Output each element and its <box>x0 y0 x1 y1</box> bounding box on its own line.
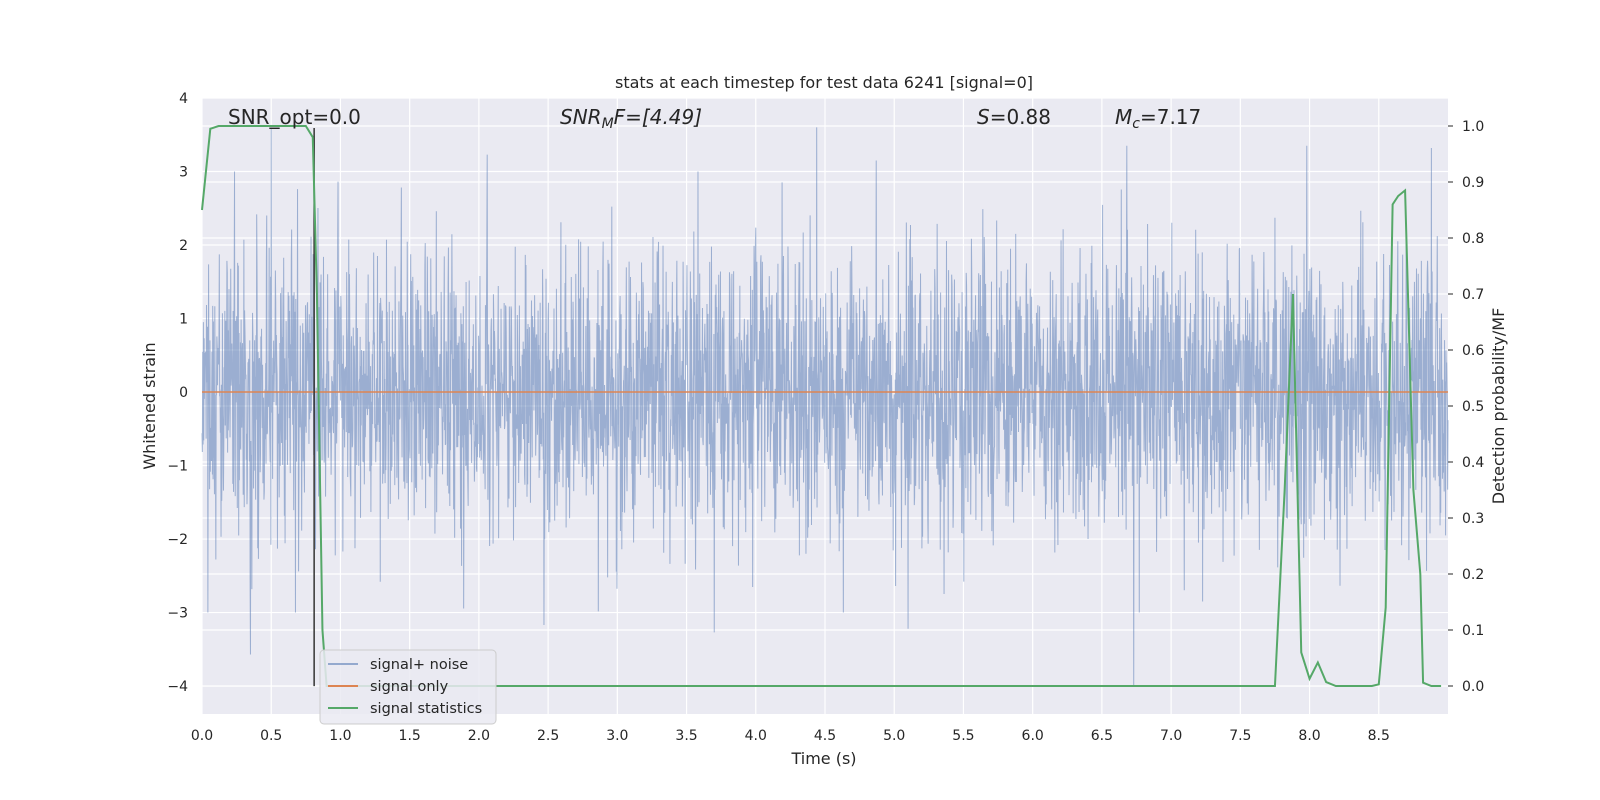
y-tick-label: 4 <box>179 91 188 107</box>
y-right-tick-label: 0.0 <box>1462 679 1484 695</box>
x-tick-label: 0.5 <box>260 728 282 744</box>
x-tick-label: 8.5 <box>1368 728 1390 744</box>
annotation-mc-value: =7.17 <box>1140 105 1201 129</box>
y-right-tick-label: 0.4 <box>1462 455 1484 471</box>
y-right-tick-label: 0.2 <box>1462 567 1484 583</box>
annotation-snr-mf-label: SNR <box>560 105 602 129</box>
legend-label-signal-noise: signal+ noise <box>370 657 468 673</box>
y-tick-label: 3 <box>179 165 188 181</box>
legend-box <box>319 649 497 725</box>
y-tick-label: 1 <box>179 312 188 328</box>
x-tick-label: 1.0 <box>329 728 351 744</box>
x-tick-label: 3.5 <box>675 728 697 744</box>
annotation-s: S=0.88 <box>977 105 1051 129</box>
y-right-tick-label: 0.7 <box>1462 287 1484 303</box>
y-right-tick-label: 0.9 <box>1462 175 1484 191</box>
x-tick-label: 8.0 <box>1298 728 1320 744</box>
legend-label-signal-only: signal only <box>370 679 449 695</box>
signal-noise-line <box>201 127 1449 687</box>
y-tick-label: 0 <box>179 385 188 401</box>
y-right-tick-label: 0.3 <box>1462 511 1484 527</box>
x-tick-label: 6.0 <box>1022 728 1044 744</box>
y-right-tick-label: 0.8 <box>1462 231 1484 247</box>
annotation-snr-opt: SNR_opt=0.0 <box>228 105 361 129</box>
annotation-s-label: S <box>977 105 990 129</box>
x-tick-label: 2.0 <box>468 728 490 744</box>
annotation-snr-mf-sub: M <box>602 116 614 132</box>
x-tick-label: 0.0 <box>191 728 213 744</box>
y-tick-label: −3 <box>167 606 188 622</box>
chart-title: stats at each timestep for test data 624… <box>615 73 1033 92</box>
series-signal-noise <box>201 127 1449 687</box>
annotation-mc: Mc=7.17 <box>1115 105 1201 132</box>
annotation-snr-mf-rest: F=[4.49] <box>614 105 702 129</box>
x-tick-label: 4.5 <box>814 728 836 744</box>
x-tick-label: 4.0 <box>745 728 767 744</box>
x-tick-label: 2.5 <box>537 728 559 744</box>
y-right-axis-label: Detection probability/MF <box>1489 308 1508 505</box>
annotation-s-value: =0.88 <box>990 105 1051 129</box>
x-tick-label: 5.0 <box>883 728 905 744</box>
annotation-mc-label: M <box>1115 105 1132 129</box>
signal-statistics-line <box>201 125 1442 687</box>
y-right-tick-label: 1.0 <box>1462 119 1484 135</box>
annotation-snr-mf: SNRMF=[4.49] <box>560 105 702 132</box>
x-tick-label: 3.0 <box>606 728 628 744</box>
y-tick-label: −4 <box>167 679 188 695</box>
y-tick-label: −1 <box>167 459 188 475</box>
y-tick-label: −2 <box>167 532 188 548</box>
x-tick-label: 6.5 <box>1091 728 1113 744</box>
y-axis-label: Whitened strain <box>140 342 159 469</box>
x-tick-labels: 0.0 0.5 1.0 1.5 2.0 2.5 3.0 3.5 4.0 4.5 5.0 5.5 6.0 6… <box>191 728 1390 744</box>
legend-label-signal-statistics: signal statistics <box>370 701 482 717</box>
x-tick-label: 1.5 <box>399 728 421 744</box>
x-tick-label: 5.5 <box>952 728 974 744</box>
annotation-mc-sub: c <box>1132 116 1140 132</box>
y-tick-label: 2 <box>179 238 188 254</box>
x-tick-label: 7.5 <box>1229 728 1251 744</box>
y-right-tick-label: 0.1 <box>1462 623 1484 639</box>
y-tick-labels: 4 3 2 1 0 −1 −2 −3 −4 <box>167 91 188 695</box>
x-axis-label: Time (s) <box>790 749 856 768</box>
x-tick-label: 7.0 <box>1160 728 1182 744</box>
series-signal-statistics <box>201 125 1442 687</box>
y-right-tick-label: 0.5 <box>1462 399 1484 415</box>
y-right-tick-labels: 1.0 0.9 0.8 0.7 0.6 0.5 0.4 0.3 0.2 0.1 0.0 <box>1462 119 1484 695</box>
legend: signal+ noise signal only signal statist… <box>319 649 497 725</box>
y-right-tick-label: 0.6 <box>1462 343 1484 359</box>
